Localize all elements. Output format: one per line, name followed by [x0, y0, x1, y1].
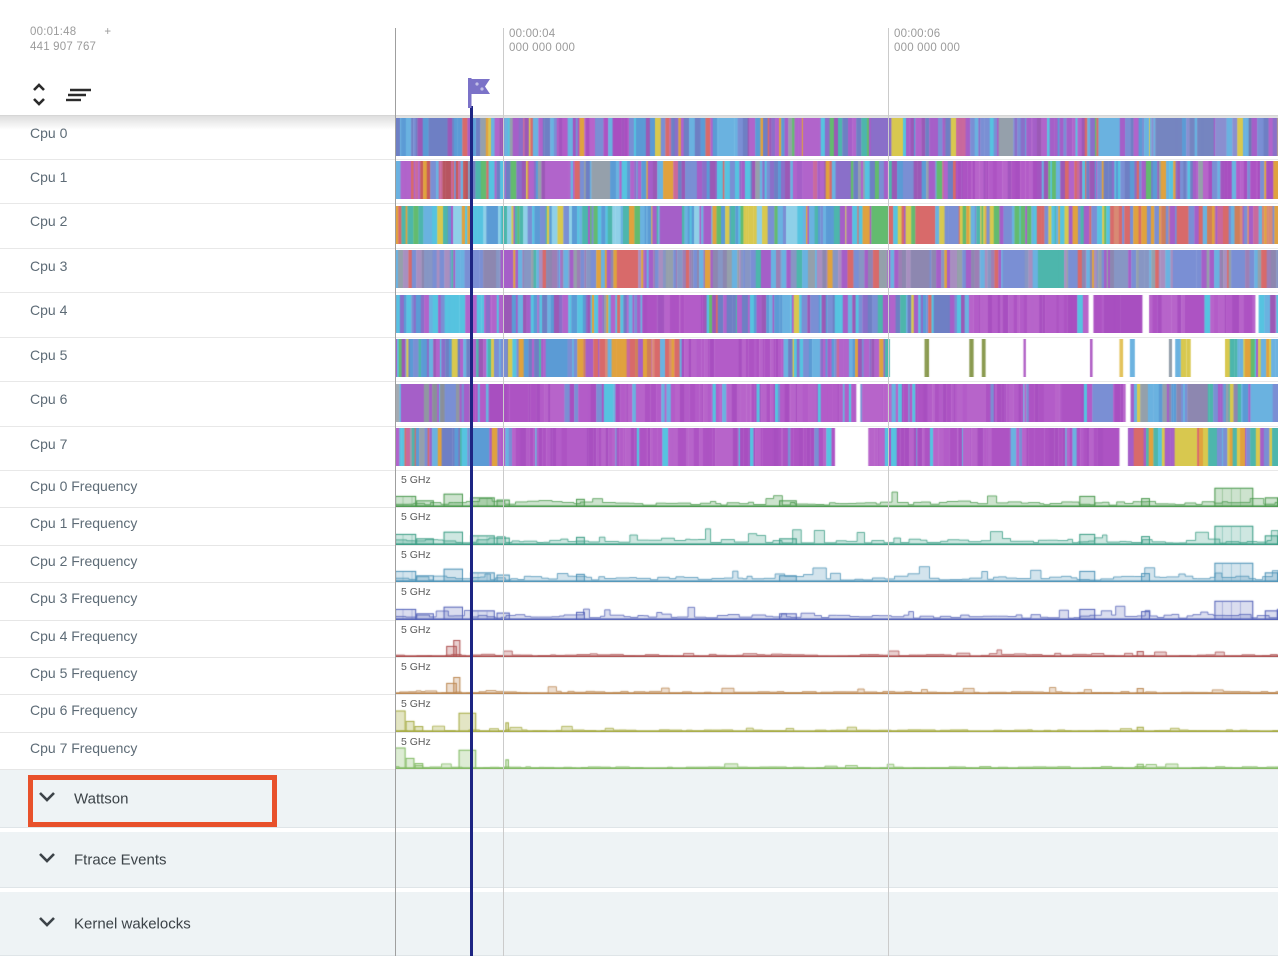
freq-counter-canvas[interactable] [395, 507, 1278, 545]
sched-track-row[interactable]: Cpu 7 [0, 426, 1278, 471]
freq-track-row[interactable]: Cpu 1 Frequency 5 GHz [0, 507, 1278, 546]
track-label: Cpu 1 [30, 168, 68, 185]
freq-counter-canvas[interactable] [395, 732, 1278, 770]
freq-scale-label: 5 GHz [401, 623, 431, 636]
sched-slices-canvas[interactable] [395, 161, 1278, 199]
freq-counter-canvas[interactable] [395, 582, 1278, 620]
freq-counter-canvas[interactable] [395, 470, 1278, 508]
freq-scale-label: 5 GHz [401, 698, 431, 711]
timeline-gridline [503, 28, 504, 956]
freq-counter-canvas[interactable] [395, 545, 1278, 583]
time-offset-nanoseconds: 441 907 767 [30, 41, 97, 53]
freq-track-row[interactable]: Cpu 2 Frequency 5 GHz [0, 545, 1278, 584]
track-label: Cpu 6 [30, 391, 68, 407]
track-label: Cpu 6 Frequency [30, 702, 138, 719]
freq-track-row[interactable]: Cpu 0 Frequency 5 GHz [0, 470, 1278, 509]
freq-counter-canvas[interactable] [395, 694, 1278, 732]
group-label: Kernel wakelocks [74, 915, 191, 933]
sched-track-row[interactable]: Cpu 3 [0, 248, 1278, 293]
freq-track-row[interactable]: Cpu 7 Frequency 5 GHz [0, 732, 1278, 771]
viewport-time-offset: 00:01:48 + 441 907 767 [30, 25, 111, 55]
chevron-down-icon[interactable] [38, 790, 56, 808]
freq-scale-label: 5 GHz [401, 474, 431, 486]
track-label: Cpu 3 Frequency [30, 590, 138, 607]
track-list: Cpu 0 Cpu 1 Cpu 2 Cpu 3 Cpu 4 Cpu 5 Cpu 6 Cpu 7… [0, 115, 1278, 956]
flag-marker-icon[interactable] [466, 76, 496, 113]
track-label: Cpu 7 [30, 435, 68, 452]
sched-track-row[interactable]: Cpu 6 [0, 382, 1278, 427]
freq-counter-canvas[interactable] [395, 619, 1278, 657]
freq-scale-label: 5 GHz [401, 548, 431, 561]
freq-scale-label: 5 GHz [401, 660, 431, 673]
sched-slices-canvas[interactable] [395, 205, 1278, 244]
freq-scale-label: 5 GHz [401, 735, 431, 748]
sched-slices-canvas[interactable] [395, 117, 1278, 156]
sched-track-row[interactable]: Cpu 5 [0, 337, 1278, 382]
group-label: Ftrace Events [74, 851, 167, 869]
track-label: Cpu 4 Frequency [30, 627, 138, 644]
group-row-ftrace-events[interactable]: Ftrace Events [0, 832, 1278, 889]
sched-track-row[interactable]: Cpu 2 [0, 204, 1278, 249]
timeline-gridline [888, 28, 889, 956]
freq-scale-label: 5 GHz [401, 511, 431, 524]
freq-track-row[interactable]: Cpu 5 Frequency 5 GHz [0, 657, 1278, 696]
track-label: Cpu 5 [30, 346, 68, 363]
track-label: Cpu 5 Frequency [30, 664, 138, 681]
time-offset-plus: + [104, 26, 112, 38]
sched-slices-canvas[interactable] [395, 250, 1278, 288]
tick-label: 00:00:04 000 000 000 [509, 28, 576, 54]
track-label: Cpu 0 Frequency [30, 478, 138, 494]
sched-slices-canvas[interactable] [395, 383, 1278, 422]
track-label: Cpu 2 [30, 213, 68, 229]
time-offset-clock: 00:01:48 [30, 26, 77, 38]
sched-slices-canvas[interactable] [395, 339, 1278, 377]
sched-slices-canvas[interactable] [395, 294, 1278, 333]
track-label: Cpu 0 [30, 125, 68, 141]
chevron-down-icon[interactable] [38, 851, 56, 869]
group-row-wattson[interactable]: Wattson [0, 770, 1278, 829]
group-row-kernel-wakelocks[interactable]: Kernel wakelocks [0, 892, 1278, 956]
timestamp-marker-line[interactable] [470, 106, 473, 956]
sched-track-row[interactable]: Cpu 4 [0, 293, 1278, 338]
track-label: Cpu 7 Frequency [30, 739, 138, 756]
sched-slices-canvas[interactable] [395, 428, 1278, 466]
freq-track-row[interactable]: Cpu 3 Frequency 5 GHz [0, 582, 1278, 621]
track-label: Cpu 2 Frequency [30, 552, 138, 569]
group-separator [0, 888, 1278, 893]
wattson-highlight-rect [28, 775, 277, 828]
sched-track-row[interactable]: Cpu 0 [0, 115, 1278, 160]
freq-track-row[interactable]: Cpu 4 Frequency 5 GHz [0, 619, 1278, 658]
freq-scale-label: 5 GHz [401, 586, 431, 599]
chevron-down-icon[interactable] [38, 915, 56, 933]
track-panel-edge-gridline [395, 28, 396, 956]
track-label: Cpu 4 [30, 302, 68, 318]
freq-counter-canvas[interactable] [395, 657, 1278, 695]
freq-track-row[interactable]: Cpu 6 Frequency 5 GHz [0, 694, 1278, 733]
unfold-more-icon[interactable] [30, 82, 48, 113]
tick-label: 00:00:06 000 000 000 [894, 28, 961, 54]
group-label: Wattson [74, 790, 129, 808]
group-separator [0, 828, 1278, 833]
sort-lines-icon[interactable] [64, 86, 92, 109]
track-label: Cpu 3 [30, 257, 68, 274]
track-label: Cpu 1 Frequency [30, 515, 138, 532]
sched-track-row[interactable]: Cpu 1 [0, 159, 1278, 204]
